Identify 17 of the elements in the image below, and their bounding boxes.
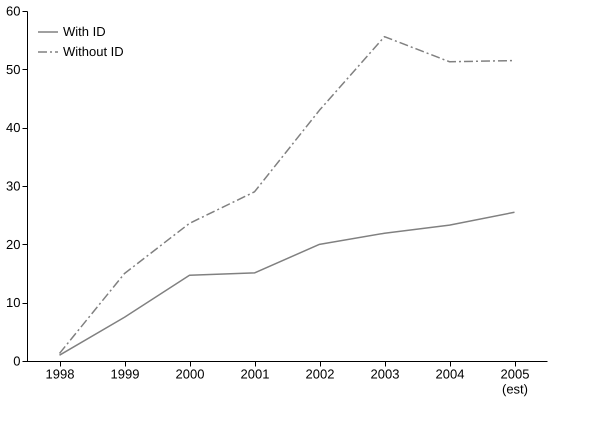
legend-label: With ID: [63, 24, 106, 39]
x-tick-label: 2005 (est): [500, 366, 530, 396]
x-tick-label: 2000: [176, 366, 204, 382]
x-tick-label: 2004: [436, 366, 464, 382]
y-tick-label: 10: [6, 295, 20, 310]
y-tick-label: 0: [13, 354, 20, 368]
x-tick-label: 1999: [110, 366, 140, 382]
y-tick-label: 60: [6, 4, 20, 18]
y-tick-label: 40: [6, 120, 20, 136]
y-tick-label: 20: [6, 236, 20, 252]
x-tick-label: 2001: [240, 366, 270, 382]
legend-label: Without ID: [63, 44, 124, 59]
x-tick-label: 1998: [46, 366, 74, 382]
x-tick-label: 2003: [370, 366, 400, 382]
x-tick-label: 2002: [306, 366, 334, 382]
y-tick-label: 50: [6, 62, 20, 77]
y-tick-label: 30: [6, 178, 20, 194]
